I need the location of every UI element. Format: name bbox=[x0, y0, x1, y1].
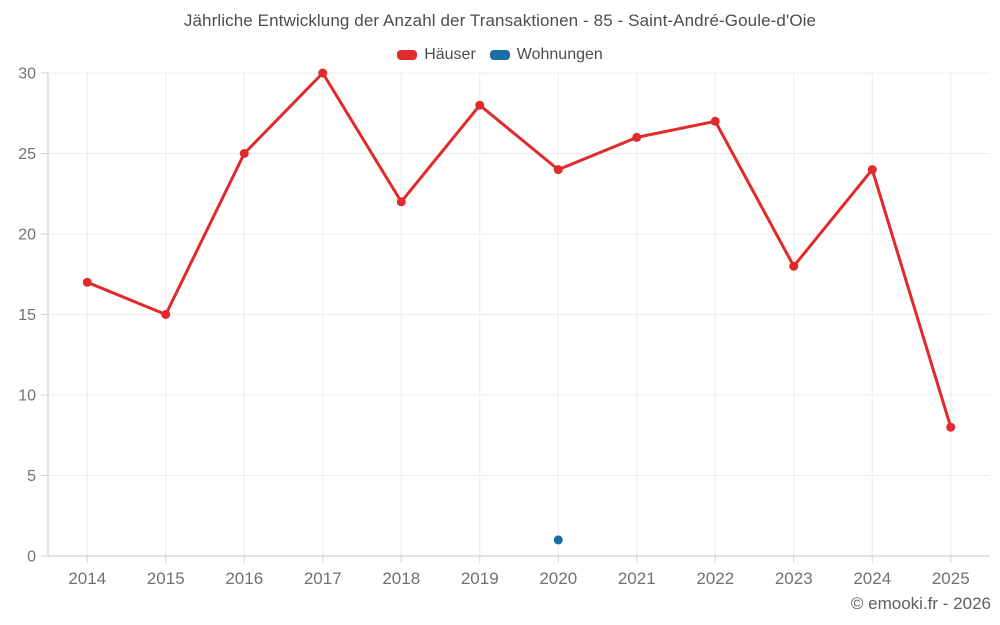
x-axis-tick-label: 2016 bbox=[225, 569, 263, 588]
y-axis-tick-label: 30 bbox=[18, 66, 36, 83]
x-axis-tick-label: 2014 bbox=[68, 569, 106, 588]
x-axis-tick-label: 2015 bbox=[147, 569, 185, 588]
data-point-häuser[interactable] bbox=[553, 165, 563, 175]
legend-marker-wohnungen-icon bbox=[489, 50, 510, 60]
data-point-wohnungen[interactable] bbox=[553, 535, 563, 545]
chart-legend: Häuser Wohnungen bbox=[0, 46, 1000, 64]
legend-item-haeuser[interactable]: Häuser bbox=[397, 46, 476, 64]
legend-label-wohnungen: Wohnungen bbox=[516, 46, 603, 63]
y-axis-tick-label: 5 bbox=[27, 468, 36, 485]
x-axis-tick-label: 2025 bbox=[932, 569, 970, 588]
data-point-häuser[interactable] bbox=[318, 68, 328, 78]
y-axis-tick-label: 15 bbox=[18, 307, 36, 324]
x-axis-tick-label: 2018 bbox=[382, 569, 420, 588]
data-point-häuser[interactable] bbox=[710, 116, 720, 126]
legend-marker-haeuser-icon bbox=[397, 50, 418, 60]
data-point-häuser[interactable] bbox=[396, 197, 406, 207]
data-point-häuser[interactable] bbox=[946, 422, 956, 432]
legend-item-wohnungen[interactable]: Wohnungen bbox=[489, 46, 603, 64]
x-axis-tick-label: 2024 bbox=[853, 569, 891, 588]
x-axis-tick-label: 2022 bbox=[696, 569, 734, 588]
data-point-häuser[interactable] bbox=[161, 310, 171, 319]
data-point-häuser[interactable] bbox=[789, 261, 799, 271]
data-point-häuser[interactable] bbox=[82, 277, 92, 287]
y-axis-tick-label: 10 bbox=[18, 388, 36, 405]
series-line-häuser bbox=[85, 71, 953, 429]
footer-credit: © emooki.fr - 2026 bbox=[850, 594, 991, 613]
chart-title: Jährliche Entwicklung der Anzahl der Tra… bbox=[183, 11, 817, 30]
x-axis-tick-label: 2021 bbox=[618, 569, 656, 588]
x-axis-tick-label: 2020 bbox=[539, 569, 577, 588]
data-point-häuser[interactable] bbox=[239, 149, 249, 158]
x-axis-tick-label: 2019 bbox=[461, 569, 499, 588]
data-point-häuser[interactable] bbox=[867, 165, 877, 175]
x-axis-tick-label: 2023 bbox=[775, 569, 813, 588]
y-axis-tick-label: 20 bbox=[18, 227, 36, 244]
legend-label-haeuser: Häuser bbox=[424, 46, 476, 63]
data-point-häuser[interactable] bbox=[475, 100, 485, 110]
y-axis-tick-label: 0 bbox=[27, 549, 36, 566]
data-point-häuser[interactable] bbox=[632, 132, 642, 142]
x-axis-tick-label: 2017 bbox=[304, 569, 342, 588]
y-axis-tick-label: 25 bbox=[18, 146, 36, 163]
